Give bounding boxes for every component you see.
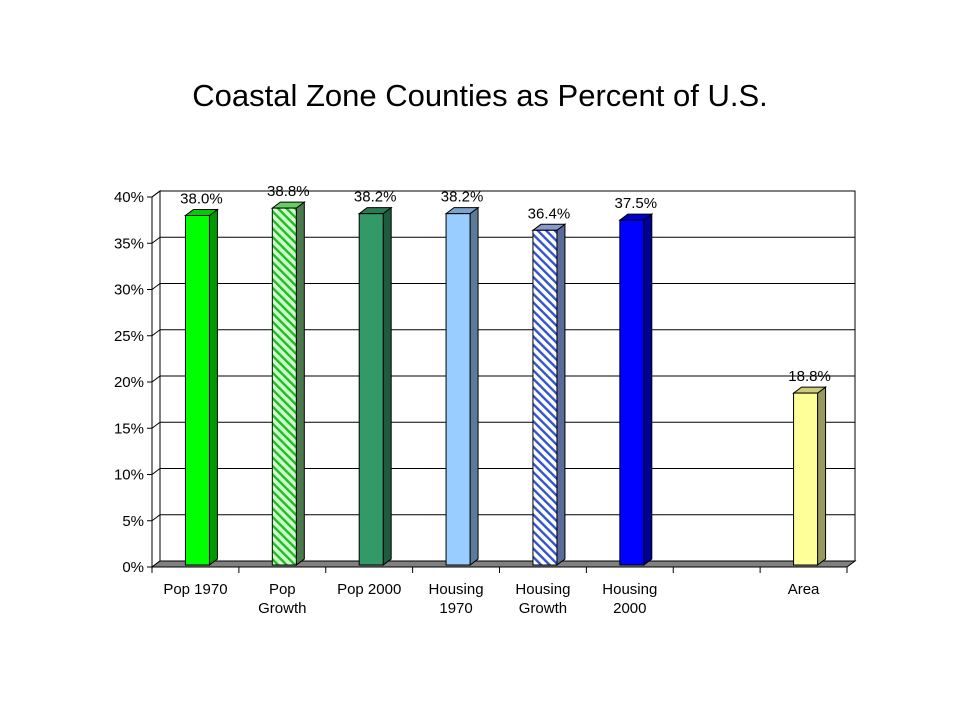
- gridline-side: [151, 468, 161, 475]
- bar: [618, 213, 654, 566]
- x-category-label: Growth: [258, 600, 306, 617]
- data-label: 18.8%: [788, 368, 831, 385]
- bar-side: [208, 208, 218, 566]
- gridline-side: [151, 421, 161, 429]
- bar-side: [643, 213, 653, 566]
- bar: [531, 223, 567, 566]
- y-tick-label: 10%: [114, 467, 144, 484]
- gridline-side: [151, 283, 161, 290]
- bar-side: [556, 223, 566, 566]
- bar-front: [532, 229, 558, 566]
- x-category-label: Housing: [602, 581, 657, 598]
- x-category-label: Growth: [519, 600, 567, 617]
- bar: [792, 386, 828, 566]
- x-category-label: 2000: [613, 600, 646, 617]
- bar-front: [184, 215, 210, 566]
- bar-side: [817, 386, 827, 566]
- x-category-label: Housing: [515, 581, 570, 598]
- chart-title: Coastal Zone Counties as Percent of U.S.: [192, 78, 768, 113]
- gridline-side: [151, 236, 161, 244]
- bar-side: [295, 201, 305, 566]
- gridline-side: [151, 375, 161, 383]
- bar: [183, 208, 219, 566]
- x-category-label: 1970: [439, 600, 472, 617]
- y-tick-label: 30%: [114, 282, 144, 299]
- bar: [444, 206, 480, 566]
- plot-floor: [150, 560, 857, 568]
- data-label: 38.2%: [354, 189, 397, 206]
- y-tick-label: 40%: [114, 189, 144, 206]
- x-category-label: Pop 2000: [337, 581, 401, 598]
- bar-side: [469, 206, 479, 566]
- bar-front: [445, 213, 471, 566]
- data-label: 38.8%: [267, 183, 310, 200]
- bar-side: [382, 206, 392, 566]
- x-category-label: Pop 1970: [163, 581, 227, 598]
- y-tick-label: 0%: [122, 559, 144, 576]
- y-tick-label: 20%: [114, 374, 144, 391]
- bar: [270, 201, 306, 566]
- x-category-label: Pop: [269, 581, 296, 598]
- y-tick-label: 15%: [114, 420, 144, 437]
- data-label: 38.0%: [180, 191, 223, 208]
- bar-front: [619, 219, 645, 566]
- gridline-side: [151, 329, 161, 337]
- x-category-label: Housing: [429, 581, 484, 598]
- y-tick-label: 5%: [122, 513, 144, 530]
- data-label: 37.5%: [615, 195, 658, 212]
- bar-front: [271, 207, 297, 566]
- x-category-label: Area: [788, 581, 820, 598]
- y-tick-label: 25%: [114, 328, 144, 345]
- gridline-side: [151, 190, 161, 198]
- data-label: 36.4%: [528, 205, 571, 222]
- gridline-side: [151, 514, 161, 522]
- bar: [357, 206, 393, 566]
- bar-front: [358, 213, 384, 566]
- bar-front: [793, 392, 819, 566]
- y-tick-label: 35%: [114, 235, 144, 252]
- data-label: 38.2%: [441, 189, 484, 206]
